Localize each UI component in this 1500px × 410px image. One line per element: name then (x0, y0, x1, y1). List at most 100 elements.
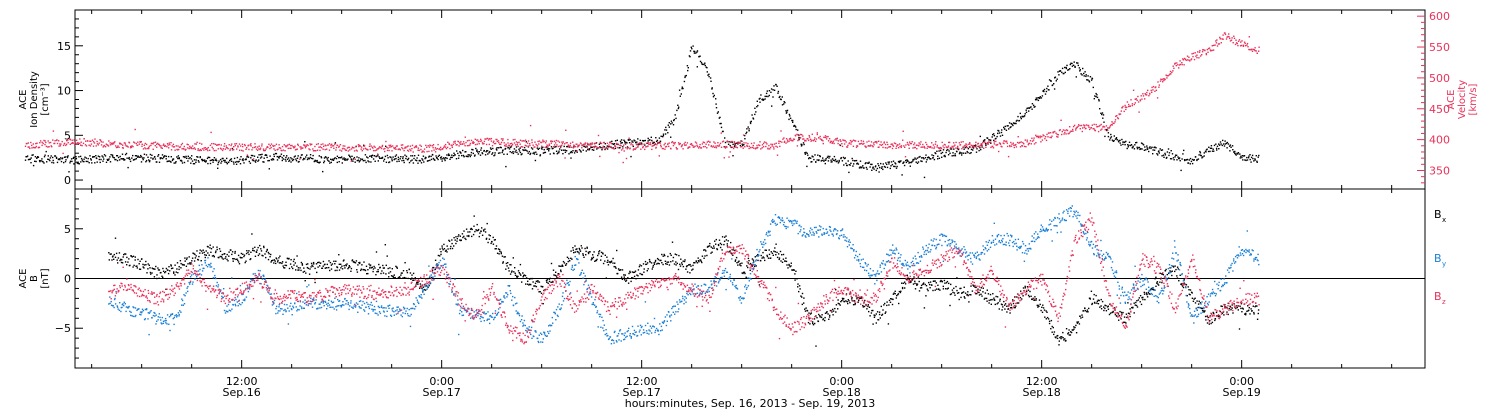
velocity-series-point (1128, 105, 1130, 108)
velocity-series-point (1157, 81, 1159, 83)
velocity-series-point (930, 145, 932, 148)
density-series-point (1240, 155, 1242, 157)
bx-series-point (322, 265, 324, 267)
density-series-point (998, 130, 1000, 132)
density-series-point (140, 154, 142, 157)
bx-series-point (132, 266, 134, 268)
bx-series-point (751, 264, 753, 266)
velocity-series-point (204, 147, 206, 149)
density-series-point (252, 154, 254, 157)
bx-series-point (778, 253, 780, 255)
x-tick-label-time: 0:00 (829, 375, 854, 388)
velocity-series-point (1186, 55, 1189, 57)
velocity-series-point (44, 143, 46, 146)
bx-series-point (513, 271, 515, 273)
bx-series-point (138, 268, 141, 270)
velocity-series-point (1140, 95, 1142, 97)
density-series-point (688, 55, 691, 57)
bx-series-point (367, 269, 369, 271)
density-series-point (1130, 144, 1132, 147)
velocity-series-point (773, 143, 776, 145)
bx-series-point (759, 259, 762, 262)
velocity-series-point (931, 142, 933, 144)
bx-series-point (892, 298, 894, 301)
velocity-series-point (238, 143, 241, 145)
bx-series-point (404, 262, 406, 264)
density-series-point (696, 66, 698, 68)
density-series-point (1215, 147, 1218, 150)
density-series-point (330, 158, 332, 160)
velocity-series-point (81, 144, 83, 147)
bx-series-point (653, 262, 655, 264)
velocity-series-point (118, 146, 120, 148)
velocity-series-point (1103, 126, 1106, 128)
density-series-point (1012, 124, 1014, 127)
density-series-point (1194, 156, 1197, 158)
density-series-point (745, 132, 747, 135)
bx-series-point (439, 248, 441, 250)
velocity-series-point (726, 146, 728, 148)
density-series-point (201, 160, 204, 162)
density-series-point (604, 143, 606, 145)
density-series-point (662, 133, 665, 135)
density-series-point (371, 154, 374, 156)
velocity-series-point (1065, 129, 1068, 131)
velocity-series-point (776, 146, 779, 148)
velocity-series-point (958, 142, 961, 144)
bx-series-point (806, 310, 809, 312)
velocity-series-point (873, 144, 875, 146)
velocity-series-point (178, 146, 181, 148)
density-series-point (894, 162, 896, 164)
density-series-point (950, 148, 953, 150)
velocity-series-point (139, 141, 142, 143)
density-series-point (73, 156, 75, 159)
bx-series-point (790, 262, 792, 264)
bx-series-point (510, 271, 513, 273)
density-series-point (610, 146, 612, 148)
velocity-series-point (1142, 93, 1144, 95)
velocity-series-point (1083, 126, 1086, 128)
velocity-series-point (909, 141, 911, 143)
velocity-series-point (965, 146, 968, 149)
density-series-point (695, 52, 697, 54)
velocity-series-point (850, 141, 853, 143)
velocity-series-point (602, 141, 605, 144)
density-series-point (480, 147, 483, 149)
density-series-point (43, 162, 45, 164)
density-series-point (26, 156, 28, 158)
velocity-series-point (389, 146, 391, 148)
velocity-series-point (940, 147, 943, 150)
velocity-series-point (39, 140, 42, 142)
density-series-point (1251, 154, 1254, 157)
velocity-series-point (830, 140, 833, 143)
velocity-series-point (65, 143, 68, 145)
density-series-point (106, 158, 108, 161)
density-series-point (528, 150, 530, 153)
bx-series-point (818, 313, 820, 316)
bx-series-point (713, 245, 715, 247)
bx-series-point (679, 263, 681, 265)
density-series-point (951, 155, 953, 157)
velocity-series-point (225, 145, 227, 147)
density-series-point (97, 155, 100, 157)
density-series-point (1005, 129, 1008, 131)
velocity-series-point (211, 146, 213, 148)
bx-series-point (446, 245, 448, 247)
density-series-point (1148, 150, 1150, 153)
bx-series-point (274, 260, 276, 262)
density-series-point (1209, 147, 1212, 149)
bx-series-point (479, 232, 481, 234)
bx-series-point (587, 252, 590, 255)
bx-series-point (974, 286, 976, 288)
density-series-point (872, 167, 874, 169)
velocity-series-point (716, 145, 719, 147)
density-series-point (78, 156, 80, 158)
density-series-point (503, 153, 505, 155)
density-series-point (1101, 112, 1104, 114)
velocity-series-point (122, 147, 124, 149)
bx-series-point (883, 304, 885, 306)
velocity-series-point (194, 148, 196, 150)
bx-series-point (745, 276, 747, 278)
density-series-point (1063, 72, 1065, 75)
bx-series-point (654, 261, 657, 263)
